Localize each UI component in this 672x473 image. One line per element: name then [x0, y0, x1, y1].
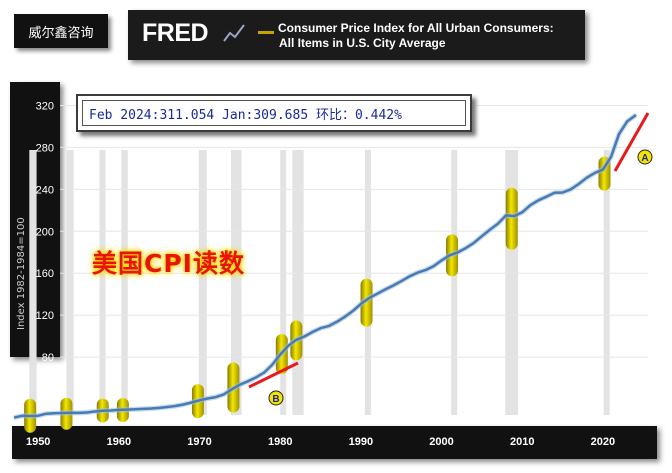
- recession-band-11: [603, 150, 610, 415]
- y-tick-labels: 80 120 160 200 240 280 320: [36, 100, 54, 364]
- big-chart-label: 美国CPI读数: [92, 249, 245, 278]
- trend-line-a: [613, 112, 650, 172]
- recession-band-4: [198, 150, 207, 415]
- recession-band-6: [280, 150, 287, 415]
- y-tick-2: 160: [36, 268, 54, 280]
- chart-title-line2: All Items in U.S. City Average: [279, 36, 446, 50]
- marker-b: B: [268, 390, 284, 406]
- x-tick-3: 1980: [268, 436, 292, 448]
- x-tick-5: 2000: [429, 436, 453, 448]
- x-tick-2: 1970: [187, 436, 211, 448]
- gridlines: [60, 104, 648, 358]
- trend-lines: [248, 112, 650, 389]
- cpi-series-line: [13, 113, 637, 419]
- trend-line-b: [248, 361, 299, 389]
- highlight-capsules: [24, 156, 611, 433]
- trend-chart-icon: [222, 21, 246, 45]
- value-annotation-box: Feb 2024:311.054 Jan:309.685 环比：0.442%: [76, 94, 472, 132]
- cpi-series: [13, 112, 638, 421]
- recession-band-2: [99, 150, 106, 415]
- marker-a: A: [637, 149, 653, 165]
- x-tick-4: 1990: [349, 436, 373, 448]
- fred-logo: FRED: [142, 19, 209, 47]
- x-tick-7: 2020: [591, 436, 615, 448]
- recession-band-3: [121, 150, 128, 415]
- fred-header: FRED Consumer Price Index for All Urban …: [128, 10, 585, 60]
- value-annotation: Feb 2024:311.054 Jan:309.685 环比：0.442%: [82, 100, 466, 126]
- chart-title-line1: Consumer Price Index for All Urban Consu…: [278, 21, 554, 35]
- x-tick-0: 1950: [26, 436, 50, 448]
- recession-band-1: [66, 150, 74, 415]
- highlight-10: [505, 187, 518, 250]
- y-tick-6: 320: [36, 100, 54, 112]
- recession-band-0: [29, 150, 37, 415]
- marker-a-label: A: [641, 153, 648, 164]
- y-tick-0: 80: [42, 352, 54, 364]
- y-tick-1: 120: [36, 310, 54, 322]
- x-tick-1: 1960: [107, 436, 131, 448]
- x-tick-labels: 1950 1960 1970 1980 1990 2000 2010 2020: [26, 436, 615, 448]
- legend-swatch: [258, 31, 274, 34]
- y-tick-5: 280: [36, 142, 54, 154]
- recession-band-7: [292, 150, 304, 415]
- x-tick-6: 2010: [510, 436, 534, 448]
- recession-band-5: [231, 150, 242, 415]
- y-tick-4: 240: [36, 184, 54, 196]
- y-tick-3: 200: [36, 226, 54, 238]
- brand-label: 威尔鑫咨询: [14, 14, 108, 48]
- recession-band-9: [451, 150, 458, 415]
- marker-b-label: B: [272, 394, 279, 405]
- x-axis-panel: [12, 426, 657, 459]
- chart-title: Consumer Price Index for All Urban Consu…: [278, 21, 554, 51]
